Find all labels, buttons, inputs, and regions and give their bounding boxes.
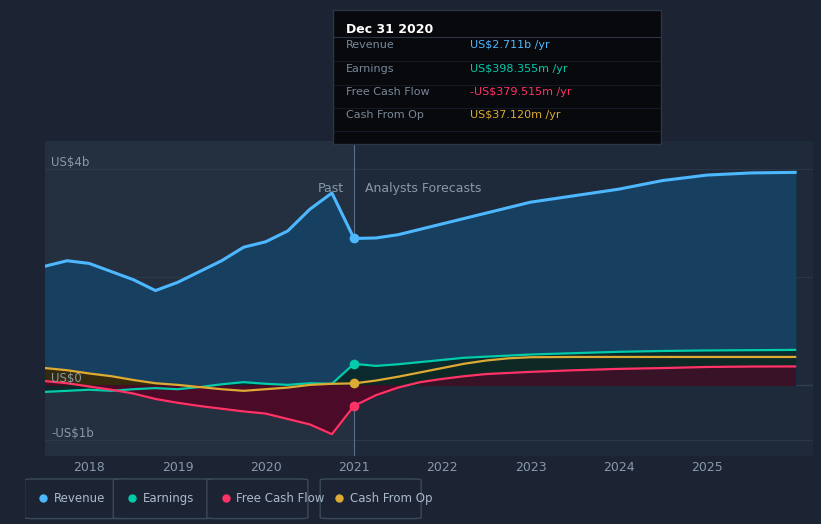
Text: Past: Past — [317, 182, 343, 195]
Bar — [354, 141, 813, 456]
Text: US$37.120m /yr: US$37.120m /yr — [470, 111, 561, 121]
Text: Earnings: Earnings — [143, 492, 195, 505]
Text: Analysts Forecasts: Analysts Forecasts — [365, 182, 481, 195]
Text: Free Cash Flow: Free Cash Flow — [346, 87, 429, 97]
Text: Cash From Op: Cash From Op — [346, 111, 424, 121]
Text: -US$379.515m /yr: -US$379.515m /yr — [470, 87, 572, 97]
FancyBboxPatch shape — [113, 479, 214, 519]
Bar — [45, 141, 354, 456]
Text: Cash From Op: Cash From Op — [350, 492, 432, 505]
Text: Free Cash Flow: Free Cash Flow — [236, 492, 325, 505]
FancyBboxPatch shape — [207, 479, 308, 519]
Text: US$398.355m /yr: US$398.355m /yr — [470, 63, 568, 73]
FancyBboxPatch shape — [25, 479, 126, 519]
Text: US$2.711b /yr: US$2.711b /yr — [470, 40, 550, 50]
FancyBboxPatch shape — [320, 479, 421, 519]
Text: US$0: US$0 — [52, 373, 82, 386]
Text: Earnings: Earnings — [346, 63, 394, 73]
Text: US$4b: US$4b — [52, 156, 89, 169]
Text: Revenue: Revenue — [54, 492, 106, 505]
Text: -US$1b: -US$1b — [52, 427, 94, 440]
Text: Dec 31 2020: Dec 31 2020 — [346, 23, 433, 36]
Text: Revenue: Revenue — [346, 40, 394, 50]
